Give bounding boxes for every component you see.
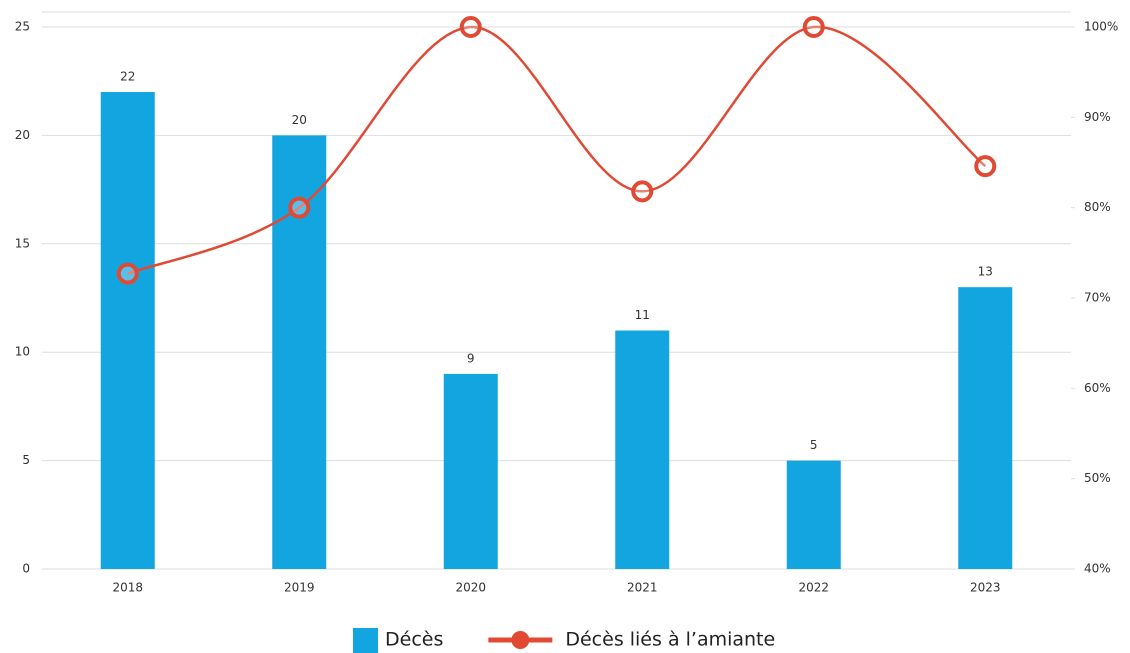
y-tick-label: 15 [15,236,30,250]
legend-swatch [511,631,530,649]
legend-label: Décès [385,629,443,651]
x-tick-label: 2023 [970,581,1001,595]
x-tick-label: 2018 [112,581,143,595]
bar [100,92,155,569]
data-label: 9 [467,351,475,365]
line-marker [974,155,997,178]
data-label: 13 [978,265,993,279]
line-marker [288,196,311,219]
y2-tick-label: 50% [1084,471,1111,485]
y-tick-label: 5 [22,453,30,467]
x-tick-label: 2022 [798,581,829,595]
x-tick-label: 2021 [627,581,658,595]
data-label: 20 [292,113,307,127]
data-label: 22 [120,70,135,84]
x-tick-label: 2020 [455,581,486,595]
y-tick-label: 25 [15,20,30,34]
legend-swatch [353,628,378,653]
y2-tick-label: 80% [1084,200,1111,214]
legend-label: Décès liés à l’amiante [565,629,775,651]
y2-tick-label: 90% [1084,110,1111,124]
data-label: 5 [810,438,818,452]
y2-tick-label: 100% [1084,20,1118,34]
line-marker [631,180,654,203]
line-marker [802,16,825,38]
y2-tick-label: 70% [1084,291,1111,305]
y2-tick-label: 60% [1084,381,1111,395]
data-label: 11 [635,308,650,322]
line-marker [116,262,139,285]
x-tick-label: 2019 [284,581,315,595]
bar [786,460,841,569]
y-tick-label: 20 [15,128,30,142]
bar [958,287,1013,569]
bar [443,373,498,569]
legend: Décès Décès liés à l’amiante [353,628,775,653]
y2-tick-label: 40% [1084,562,1111,576]
line [127,25,987,275]
y-tick-label: 0 [22,562,30,576]
line-marker [459,16,482,38]
bar [615,330,670,569]
y-tick-label: 10 [15,345,30,359]
